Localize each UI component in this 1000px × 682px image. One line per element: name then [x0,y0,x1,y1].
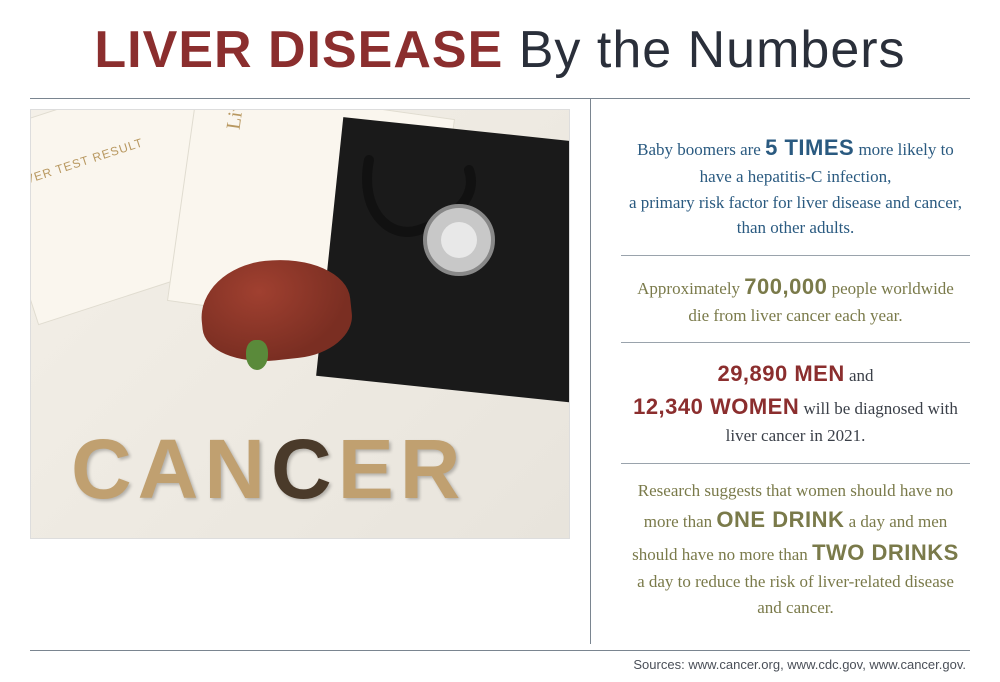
letter: E [338,422,400,516]
sources-label: Sources: [633,657,688,672]
fact-highlight: TWO DRINKS [812,540,959,565]
fact-text: Approximately [637,279,744,298]
fact-drink-limits: Research suggests that women should have… [621,463,970,635]
fact-diagnosed-2021: 29,890 MEN and 12,340 WOMEN will be diag… [621,342,970,463]
content-row: CANCER Baby boomers are 5 TIMES more lik… [30,99,970,644]
fact-highlight-women: 12,340 WOMEN [633,394,799,419]
fact-text: and [849,366,874,385]
letter: A [138,422,205,516]
fact-highlight-men: 29,890 MEN [717,361,844,386]
fact-baby-boomers: Baby boomers are 5 TIMES more likely to … [621,117,970,255]
hero-image: CANCER [30,109,570,539]
letter-dark: C [271,422,338,516]
gallbladder-model [246,340,268,370]
fact-text: Baby boomers are [637,140,765,159]
cancer-word: CANCER [71,421,466,518]
title-part-highlight: LIVER DISEASE [94,21,503,79]
image-column: CANCER [30,99,590,644]
title-part-rest: By the Numbers [519,21,906,79]
facts-column: Baby boomers are 5 TIMES more likely to … [591,99,970,644]
fact-highlight: ONE DRINK [716,507,844,532]
page-title: LIVER DISEASE By the Numbers [30,20,970,80]
fact-text: a primary risk factor for liver disease … [629,193,962,238]
fact-text: a day to reduce the risk of liver-relate… [637,572,954,617]
letter: N [204,422,271,516]
stethoscope-icon [349,150,509,310]
sources-list: www.cancer.org, www.cdc.gov, www.cancer.… [688,657,966,672]
fact-highlight: 5 TIMES [765,135,854,160]
fact-worldwide-deaths: Approximately 700,000 people worldwide d… [621,255,970,343]
letter: R [400,422,467,516]
letter: C [71,422,138,516]
sources-line: Sources: www.cancer.org, www.cdc.gov, ww… [30,651,970,672]
infographic-page: LIVER DISEASE By the Numbers CANCER [0,0,1000,682]
fact-highlight: 700,000 [744,274,827,299]
